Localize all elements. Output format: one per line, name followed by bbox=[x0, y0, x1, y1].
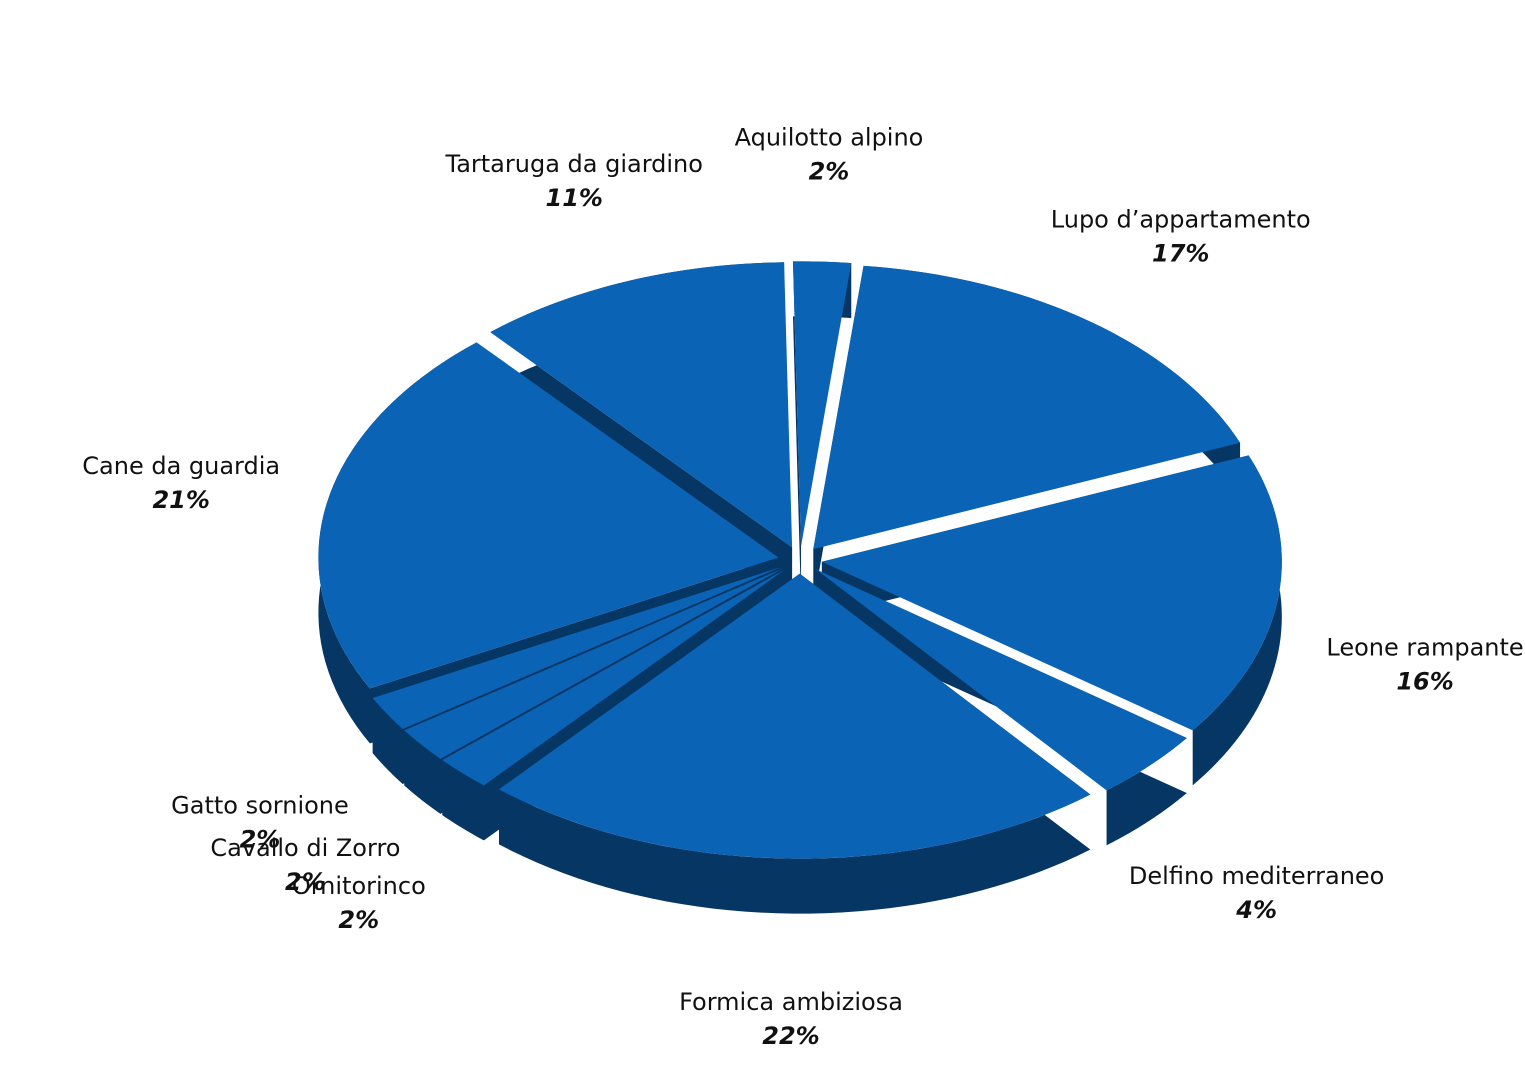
slice bbox=[792, 261, 852, 547]
slice-label: Cane da guardia bbox=[82, 452, 280, 480]
slice-value-label: 2% bbox=[240, 826, 281, 854]
slice-value-label: 2% bbox=[338, 906, 379, 934]
slice-value-label: 11% bbox=[546, 184, 603, 212]
slice-label: Tartaruga da giardino bbox=[445, 150, 703, 178]
slice-label: Leone rampante bbox=[1326, 634, 1523, 662]
slice-label: Cavallo di Zorro bbox=[210, 834, 400, 862]
slice-value-label: 16% bbox=[1396, 668, 1453, 696]
slice-value-label: 22% bbox=[762, 1022, 819, 1050]
slice bbox=[442, 569, 785, 786]
slice-value-label: 2% bbox=[285, 868, 326, 896]
slice-label: Aquilotto alpino bbox=[735, 123, 924, 151]
slice-value-label: 17% bbox=[1152, 239, 1209, 267]
slice-value-label: 2% bbox=[809, 157, 850, 185]
slice-value-label: 21% bbox=[152, 486, 209, 514]
slice bbox=[821, 455, 1282, 731]
slice-label: Gatto sornione bbox=[171, 792, 349, 820]
slice-value-label: 4% bbox=[1235, 896, 1277, 924]
slice bbox=[372, 567, 782, 730]
slice bbox=[499, 573, 1091, 859]
slice-label: Delfino mediterraneo bbox=[1129, 862, 1384, 890]
slice bbox=[813, 265, 1241, 550]
slice-label: Lupo d’appartamento bbox=[1051, 205, 1311, 233]
slice-label: Ornitorinco bbox=[292, 872, 426, 900]
slice-label: Formica ambiziosa bbox=[679, 988, 903, 1016]
slice bbox=[318, 342, 779, 689]
slice bbox=[404, 568, 783, 759]
slice-tops bbox=[318, 261, 1282, 859]
slice bbox=[815, 569, 1187, 791]
slice bbox=[490, 262, 793, 548]
